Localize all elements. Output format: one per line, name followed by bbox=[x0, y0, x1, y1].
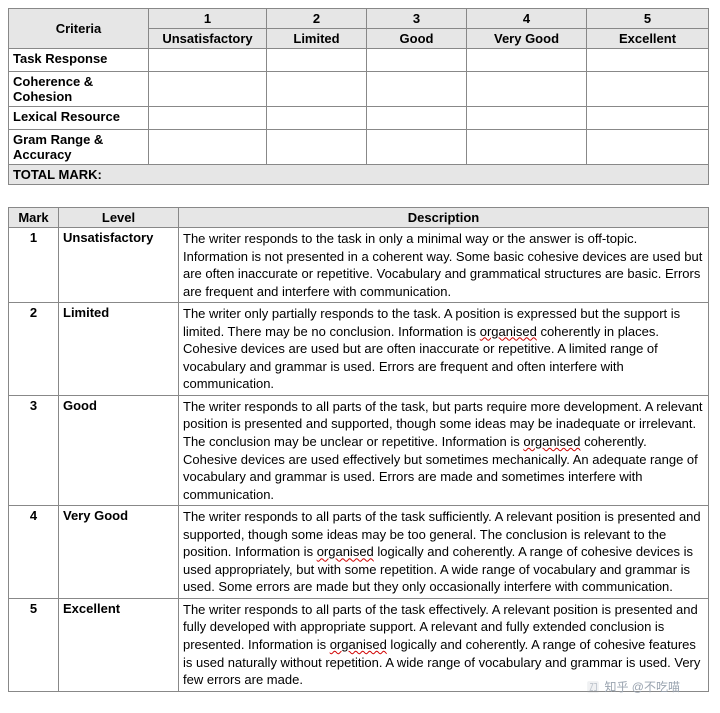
score-rating-label: Good bbox=[367, 29, 467, 49]
score-number: 1 bbox=[149, 9, 267, 29]
score-cell bbox=[267, 107, 367, 130]
rubric-header: Level bbox=[59, 208, 179, 228]
rubric-row: 2LimitedThe writer only partially respon… bbox=[9, 303, 709, 396]
score-cell bbox=[267, 130, 367, 165]
spellcheck-underline: organised bbox=[330, 637, 387, 652]
rubric-description: The writer responds to the task in only … bbox=[179, 228, 709, 303]
rubric-row: 3GoodThe writer responds to all parts of… bbox=[9, 395, 709, 505]
score-cell bbox=[149, 72, 267, 107]
score-cell bbox=[267, 72, 367, 107]
rubric-level: Excellent bbox=[59, 598, 179, 691]
rubric-description: The writer responds to all parts of the … bbox=[179, 506, 709, 599]
rubric-row: 1UnsatisfactoryThe writer responds to th… bbox=[9, 228, 709, 303]
rubric-header: Description bbox=[179, 208, 709, 228]
score-rating-label: Excellent bbox=[587, 29, 709, 49]
table-gap bbox=[8, 185, 712, 207]
score-cell bbox=[587, 49, 709, 72]
score-cell bbox=[367, 49, 467, 72]
score-number: 5 bbox=[587, 9, 709, 29]
rubric-level: Limited bbox=[59, 303, 179, 396]
rubric-mark: 2 bbox=[9, 303, 59, 396]
rubric-level: Good bbox=[59, 395, 179, 505]
rubric-description: The writer responds to all parts of the … bbox=[179, 395, 709, 505]
score-rating-label: Unsatisfactory bbox=[149, 29, 267, 49]
rubric-level: Very Good bbox=[59, 506, 179, 599]
score-cell bbox=[367, 72, 467, 107]
rubric-level: Unsatisfactory bbox=[59, 228, 179, 303]
score-number: 4 bbox=[467, 9, 587, 29]
score-cell bbox=[367, 130, 467, 165]
score-cell bbox=[467, 72, 587, 107]
score-cell bbox=[367, 107, 467, 130]
score-cell bbox=[267, 49, 367, 72]
criteria-header: Criteria bbox=[9, 9, 149, 49]
rubric-description: The writer responds to all parts of the … bbox=[179, 598, 709, 691]
score-rating-label: Very Good bbox=[467, 29, 587, 49]
score-cell bbox=[149, 130, 267, 165]
score-cell bbox=[149, 107, 267, 130]
rubric-mark: 1 bbox=[9, 228, 59, 303]
score-number: 3 bbox=[367, 9, 467, 29]
rubric-mark: 3 bbox=[9, 395, 59, 505]
rubric-mark: 5 bbox=[9, 598, 59, 691]
criteria-table: Criteria12345 UnsatisfactoryLimitedGoodVe… bbox=[8, 8, 709, 185]
rubric-table: MarkLevelDescription 1UnsatisfactoryThe … bbox=[8, 207, 709, 692]
spellcheck-underline: organised bbox=[523, 434, 580, 449]
rubric-row: 5ExcellentThe writer responds to all par… bbox=[9, 598, 709, 691]
score-cell bbox=[149, 49, 267, 72]
criteria-row-label: Lexical Resource bbox=[9, 107, 149, 130]
spellcheck-underline: organised bbox=[317, 544, 374, 559]
spellcheck-underline: organised bbox=[480, 324, 537, 339]
score-cell bbox=[467, 49, 587, 72]
score-cell bbox=[587, 72, 709, 107]
rubric-row: 4Very GoodThe writer responds to all par… bbox=[9, 506, 709, 599]
rubric-mark: 4 bbox=[9, 506, 59, 599]
score-rating-label: Limited bbox=[267, 29, 367, 49]
score-cell bbox=[467, 130, 587, 165]
total-mark-label: TOTAL MARK: bbox=[9, 165, 709, 185]
score-number: 2 bbox=[267, 9, 367, 29]
criteria-row-label: Coherence & Cohesion bbox=[9, 72, 149, 107]
score-cell bbox=[587, 130, 709, 165]
score-cell bbox=[587, 107, 709, 130]
criteria-row-label: Gram Range & Accuracy bbox=[9, 130, 149, 165]
rubric-header: Mark bbox=[9, 208, 59, 228]
score-cell bbox=[467, 107, 587, 130]
criteria-row-label: Task Response bbox=[9, 49, 149, 72]
rubric-description: The writer only partially responds to th… bbox=[179, 303, 709, 396]
